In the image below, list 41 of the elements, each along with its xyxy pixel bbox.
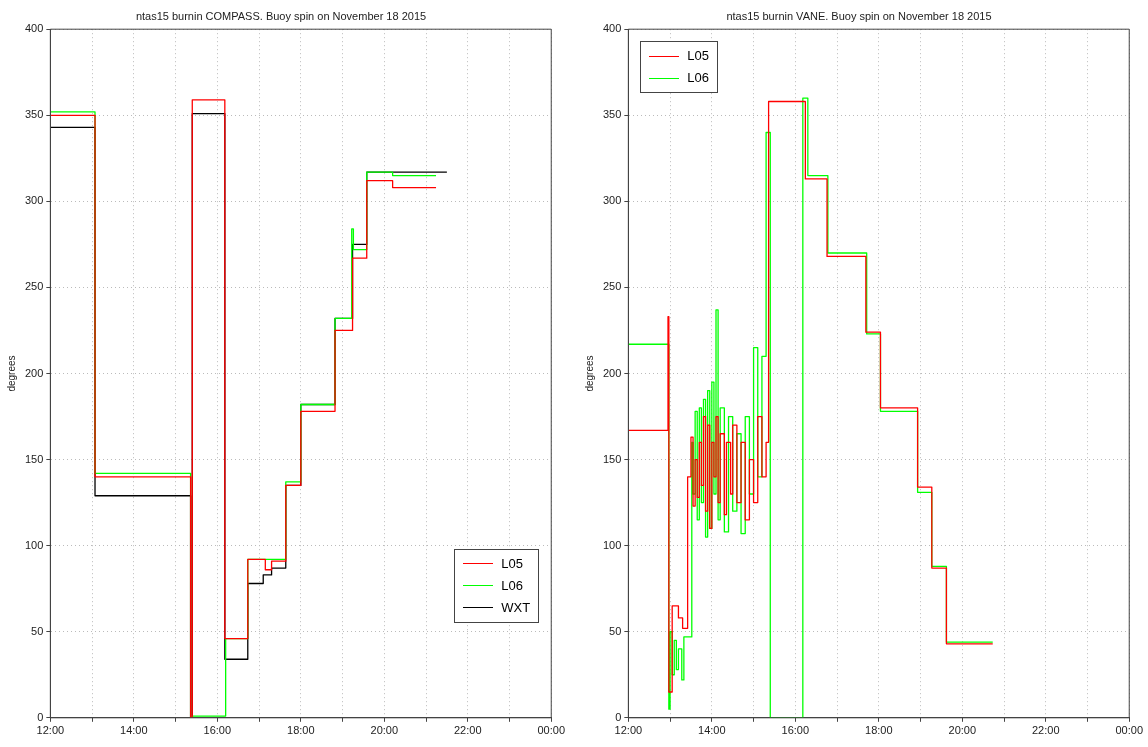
legend-label: L05 [687,47,710,66]
y-tick-label: 100 [602,538,622,551]
legend-label: L05 [501,554,523,573]
y-tick-label: 0 [37,710,44,723]
legend-label: WXT [501,598,531,617]
y-tick-label: 200 [602,366,622,379]
y-tick-label: 200 [24,366,44,379]
y-tick-label: 400 [24,22,44,35]
x-tick-label: 14:00 [698,724,726,737]
y-axis-title: degrees [5,355,17,392]
y-tick-label: 400 [602,22,622,35]
x-tick-label: 16:00 [781,724,810,737]
x-tick-label: 20:00 [370,724,399,737]
y-tick-label: 150 [602,452,622,465]
y-tick-label: 0 [615,710,622,723]
x-tick-label: 18:00 [287,724,315,737]
legend-label: L06 [687,69,710,88]
y-tick-label: 250 [602,280,622,293]
x-tick-label: 18:00 [865,724,893,737]
y-tick-label: 50 [609,624,622,637]
x-tick-label: 22:00 [453,724,482,737]
y-tick-label: 150 [24,452,44,465]
x-tick-label: 12:00 [36,724,65,737]
y-tick-label: 50 [31,624,44,637]
y-tick-label: 300 [24,194,44,207]
y-tick-label: 300 [602,194,622,207]
x-tick-label: 00:00 [1115,724,1143,737]
x-tick-label: 22:00 [1031,724,1060,737]
chart-title: ntas15 burnin COMPASS. Buoy spin on November 18 2015 [135,9,427,22]
legend-label: L06 [501,576,523,595]
y-tick-label: 350 [24,108,44,121]
y-tick-label: 250 [24,280,44,293]
x-tick-label: 00:00 [537,724,565,737]
x-tick-label: 16:00 [203,724,232,737]
x-tick-label: 14:00 [120,724,148,737]
y-axis-title: degrees [583,355,595,392]
y-tick-label: 350 [602,108,622,121]
x-tick-label: 20:00 [948,724,977,737]
x-tick-label: 12:00 [614,724,643,737]
chart-title: ntas15 burnin VANE. Buoy spin on November 18 2015 [726,9,992,22]
y-tick-label: 100 [24,538,44,551]
